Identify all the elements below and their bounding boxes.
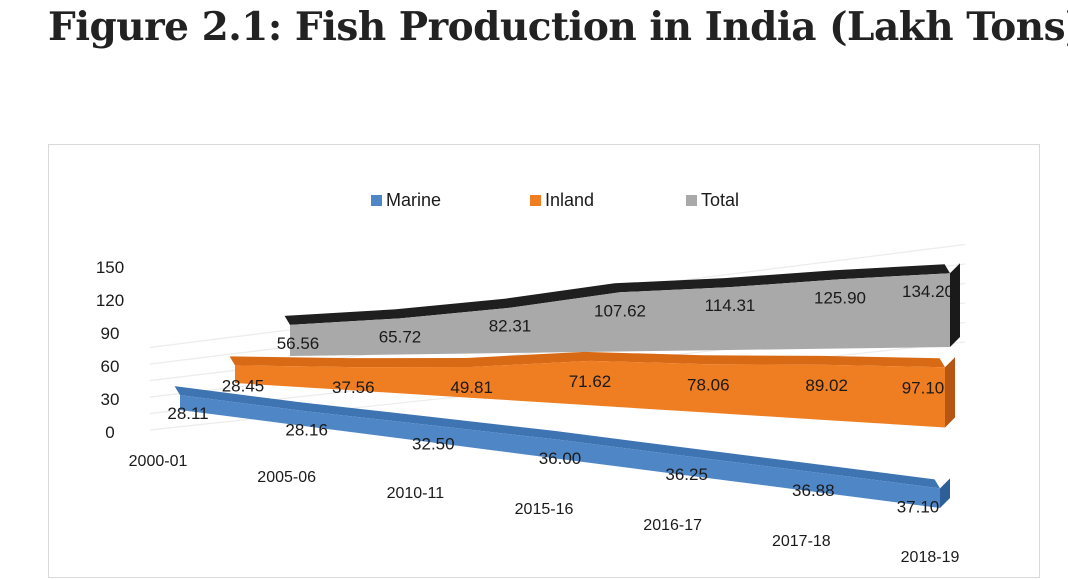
legend-label-total: Total xyxy=(701,190,739,210)
series-top-inland xyxy=(229,351,946,368)
series-end-total xyxy=(950,263,960,347)
data-label-total: 65.72 xyxy=(379,327,422,346)
legend-label-inland: Inland xyxy=(545,190,594,210)
y-tick-label: 120 xyxy=(96,291,124,310)
legend-swatch-marine xyxy=(371,195,382,206)
data-label-total: 114.31 xyxy=(705,296,756,315)
x-category-label: 2000-01 xyxy=(129,453,188,470)
data-label-total: 134.20 xyxy=(902,282,954,301)
y-tick-label: 90 xyxy=(101,324,120,343)
data-label-total: 125.90 xyxy=(814,288,866,307)
data-label-inland: 89.02 xyxy=(805,376,848,395)
x-category-label: 2018-19 xyxy=(901,549,960,566)
series-top-total xyxy=(284,264,951,325)
axes: 0 30 60 90 120 150 2000-01 2005-06 2010-11 2015-1… xyxy=(96,258,960,566)
data-label-marine: 36.25 xyxy=(665,465,708,484)
series-area-total xyxy=(290,273,950,356)
chart-title: Figure 2.1: Fish Production in India (La… xyxy=(48,4,1068,50)
data-label-marine: 28.16 xyxy=(285,420,328,439)
data-label-total: 56.56 xyxy=(277,334,320,353)
data-label-marine: 32.50 xyxy=(412,434,455,453)
data-label-marine: 36.88 xyxy=(792,481,835,500)
y-tick-label: 0 xyxy=(105,423,114,442)
x-category-label: 2016-17 xyxy=(643,517,702,534)
area-series xyxy=(174,263,960,508)
data-label-total: 107.62 xyxy=(594,301,646,320)
data-labels: 56.56 65.72 82.31 107.62 114.31 125.90 134.20 2… xyxy=(167,282,954,516)
series-end-inland xyxy=(945,357,955,428)
data-label-inland: 71.62 xyxy=(569,372,612,391)
legend-swatch-total xyxy=(686,195,697,206)
y-tick-label: 60 xyxy=(101,357,120,376)
data-label-inland: 37.56 xyxy=(332,378,375,397)
x-category-label: 2017-18 xyxy=(772,533,831,550)
legend-label-marine: Marine xyxy=(386,190,441,210)
y-tick-label: 150 xyxy=(96,258,124,277)
series-area-marine xyxy=(180,395,940,508)
data-label-inland: 78.06 xyxy=(687,375,730,394)
y-tick-label: 30 xyxy=(101,390,120,409)
series-top-marine xyxy=(174,386,941,489)
x-category-label: 2010-11 xyxy=(387,485,445,502)
legend-swatch-inland xyxy=(530,195,541,206)
legend: Marine Inland Total xyxy=(371,190,739,210)
data-label-inland: 49.81 xyxy=(450,378,493,397)
data-label-total: 82.31 xyxy=(489,317,532,336)
data-label-marine: 28.11 xyxy=(167,404,208,423)
series-end-marine xyxy=(940,478,950,508)
x-category-label: 2015-16 xyxy=(515,501,574,518)
data-label-marine: 37.10 xyxy=(897,497,940,516)
x-category-label: 2005-06 xyxy=(257,469,316,486)
data-label-inland: 28.45 xyxy=(222,376,265,395)
data-label-marine: 36.00 xyxy=(539,449,582,468)
series-area-inland xyxy=(235,360,945,428)
data-label-inland: 97.10 xyxy=(902,378,945,397)
